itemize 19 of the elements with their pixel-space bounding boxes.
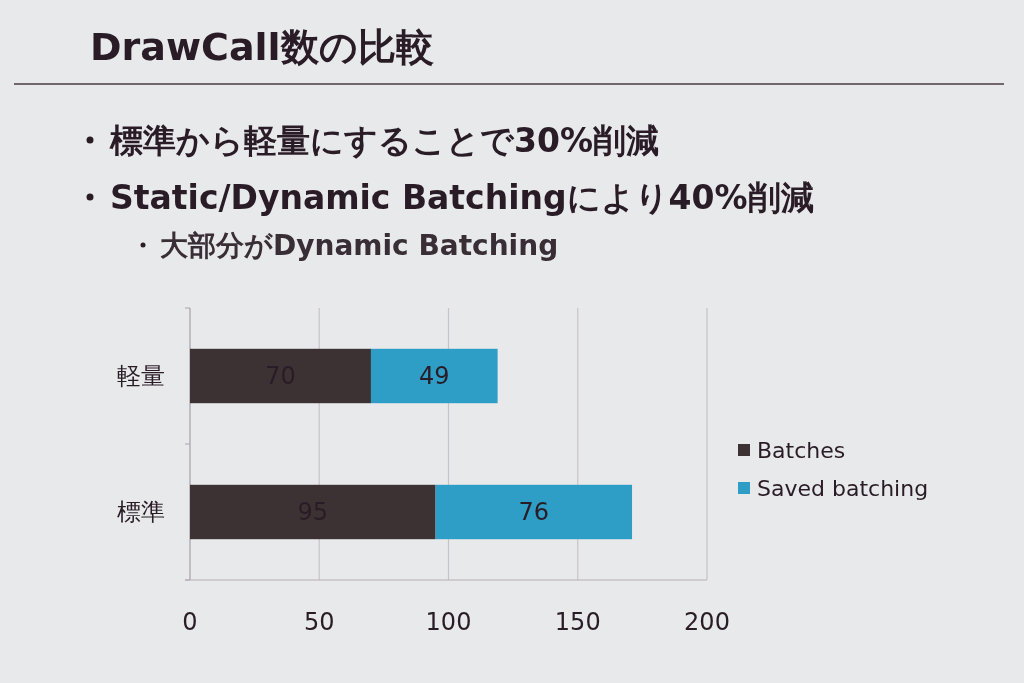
y-tick-label: 軽量 [117, 362, 165, 390]
bar [190, 484, 436, 540]
data-label: 49 [419, 362, 450, 390]
legend-label: Batches [757, 437, 846, 463]
x-tick-label: 50 [303, 608, 335, 636]
text: Static/Dynamic Batchingにより40%削減 [110, 177, 814, 217]
bar [190, 348, 371, 404]
bar [370, 348, 498, 404]
bar [435, 484, 633, 540]
x-tick-label: 200 [684, 608, 730, 636]
legend-label: Saved batching [757, 475, 929, 501]
text: 大部分がDynamic Batching [160, 228, 559, 262]
chart-title: DrawCall数の比較 [90, 25, 434, 69]
data-label: 76 [518, 498, 550, 526]
text: 標準から軽量にすることで30%削減 [109, 120, 659, 160]
y-tick-label: 標準 [117, 498, 165, 526]
x-tick-label: 150 [554, 608, 601, 636]
x-tick-label: 100 [425, 608, 472, 636]
x-tick-label: 0 [182, 608, 198, 636]
